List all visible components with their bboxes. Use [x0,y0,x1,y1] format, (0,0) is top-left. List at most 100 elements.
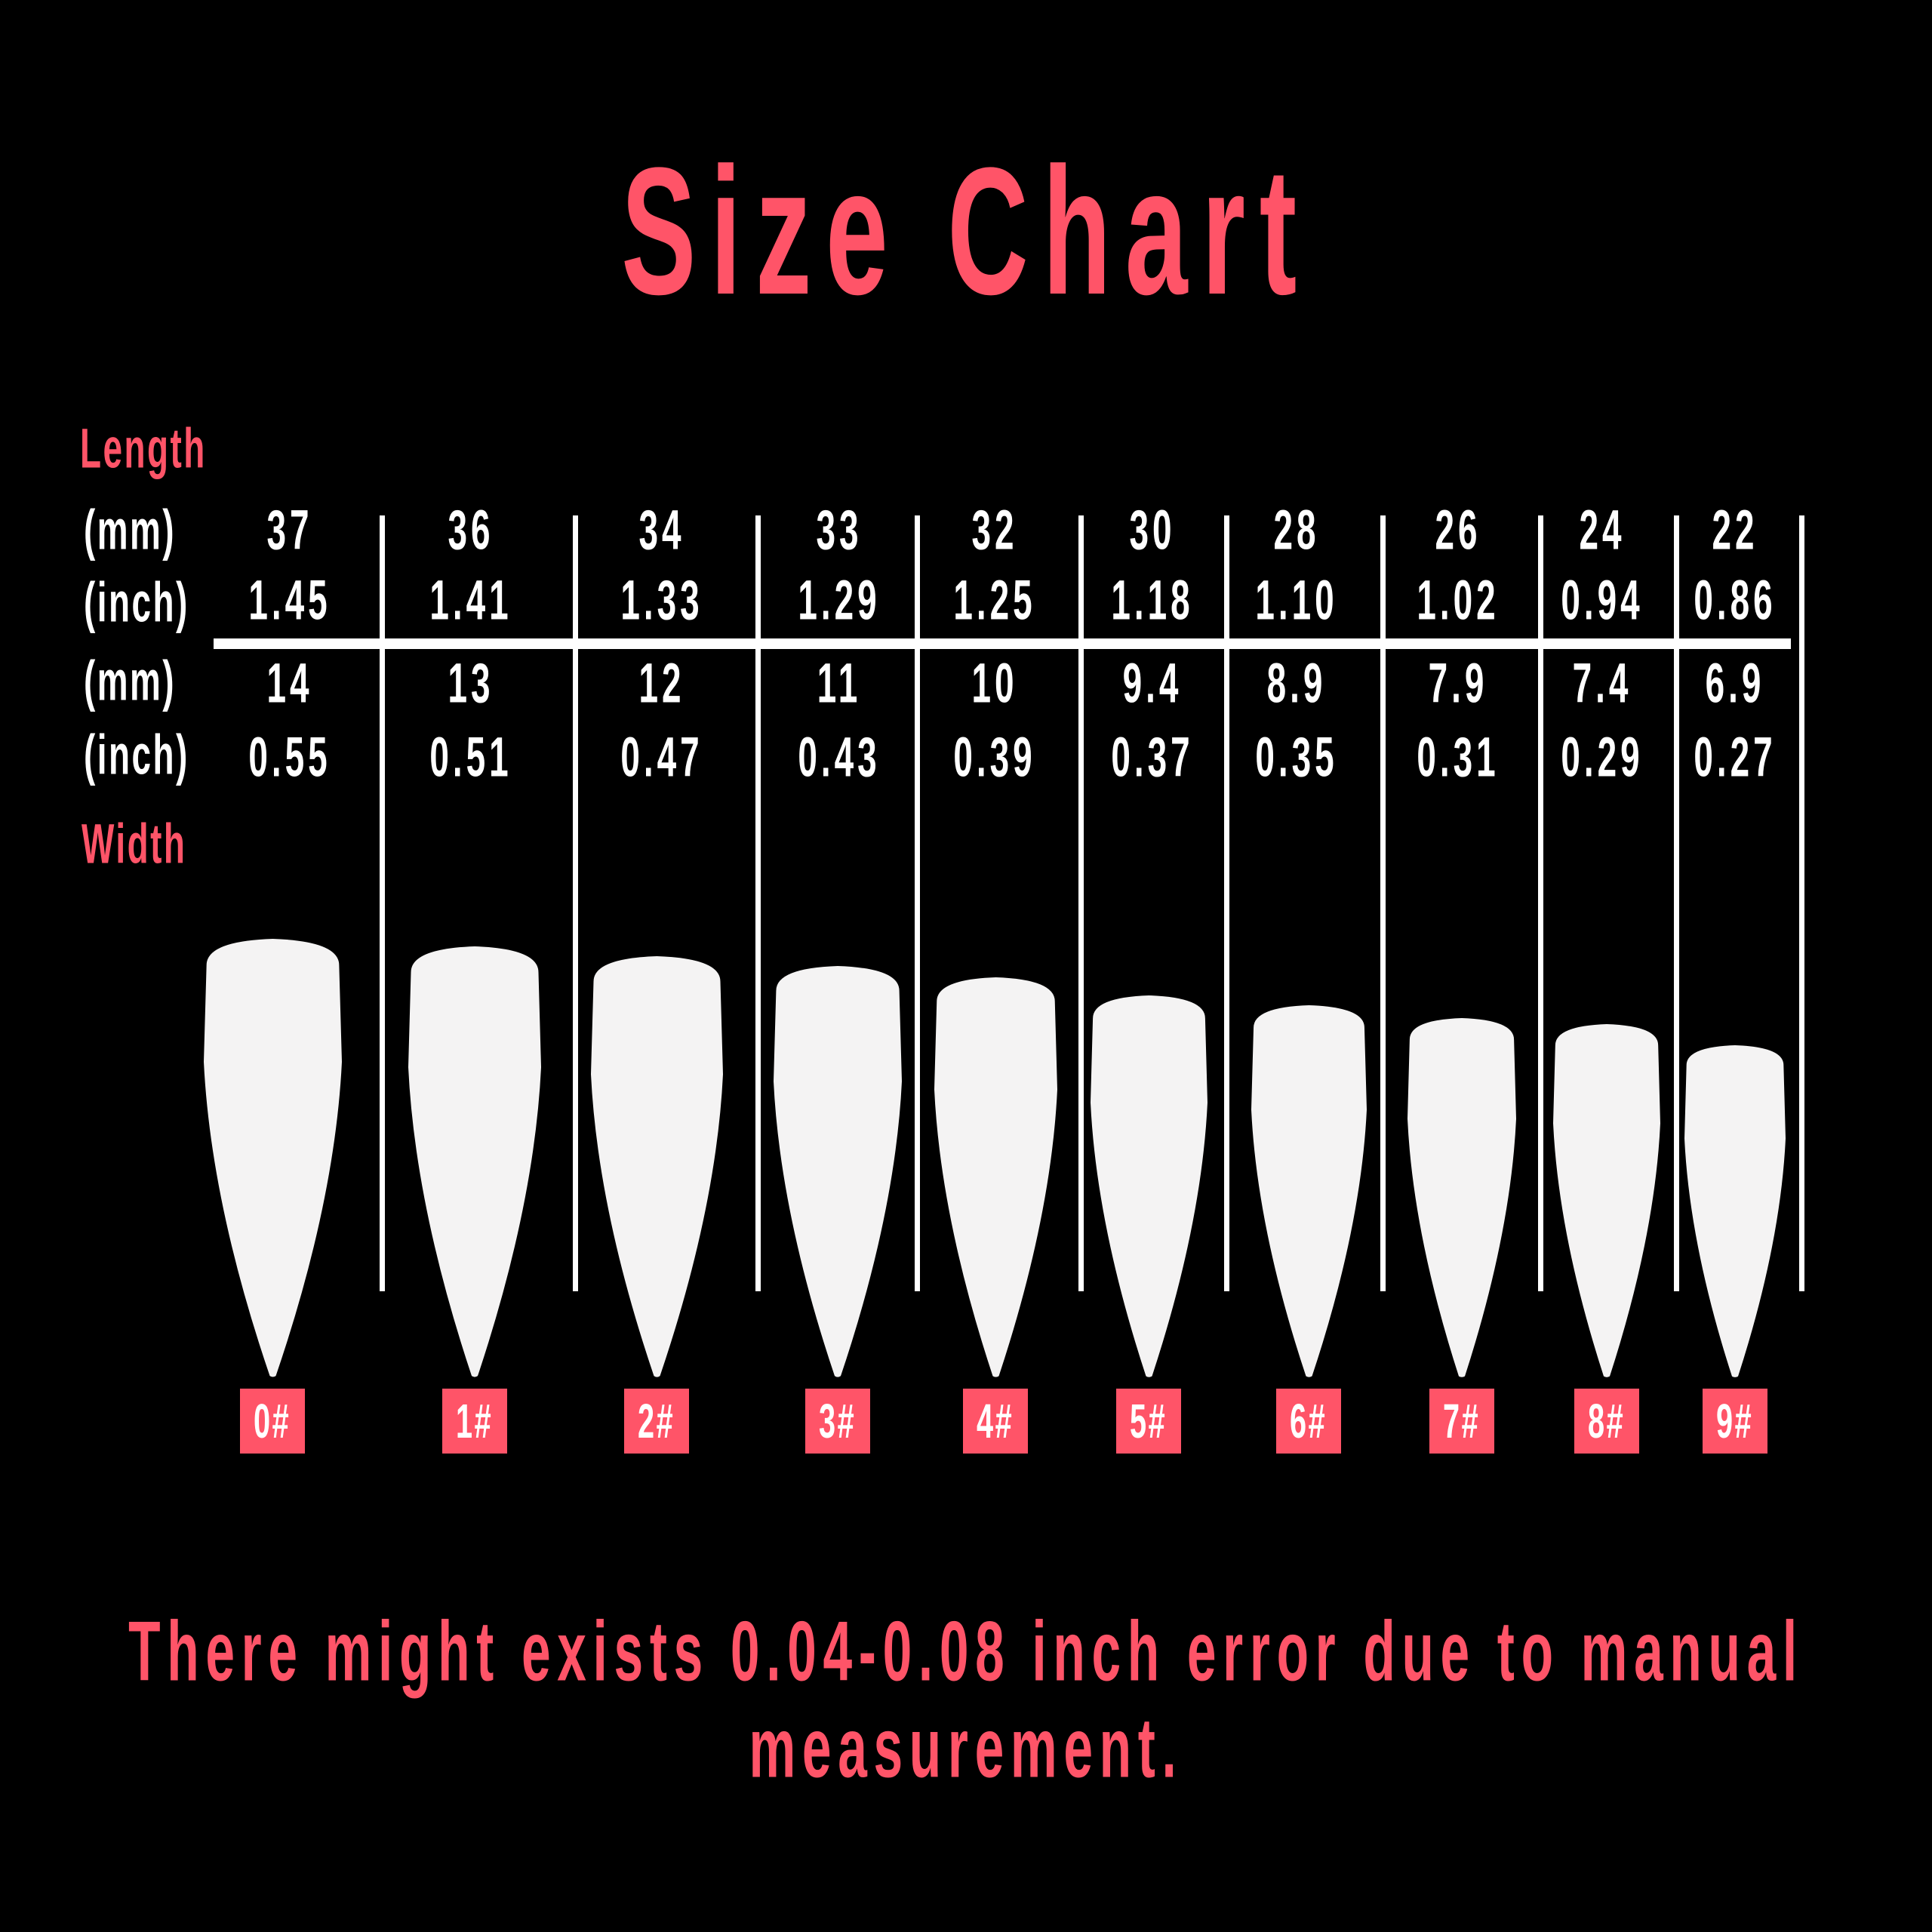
cell-length-inch: 1.10 [1255,568,1338,632]
width-label: Width [82,812,187,875]
cell-length-inch: 1.33 [620,568,703,632]
nail-tip-image [774,966,902,1377]
size-badge: 0# [240,1389,305,1454]
size-badge: 6# [1276,1389,1341,1454]
size-badge-label: 9# [1716,1394,1754,1448]
width-inch-label: (inch) [84,723,189,786]
size-badge-label: 7# [1443,1394,1481,1448]
nail-tip-image [590,956,723,1377]
column-divider [1674,515,1679,1291]
nail-tip-image [1553,1024,1660,1377]
size-badge: 1# [442,1389,507,1454]
size-badge-label: 4# [977,1394,1014,1448]
size-badge: 3# [805,1389,870,1454]
column-divider [755,515,761,1291]
cell-length-mm: 33 [816,498,863,561]
column-divider [380,515,385,1291]
cell-length-inch: 0.94 [1561,568,1644,632]
size-badge-label: 1# [456,1394,494,1448]
cell-width-mm: 11 [817,651,862,715]
page-title: Size Chart [621,130,1311,332]
cell-width-inch: 0.47 [620,725,703,789]
cell-width-mm: 10 [971,651,1018,715]
size-badge: 8# [1574,1389,1639,1454]
nail-shape [1407,1018,1516,1377]
nail-tip-image [1684,1045,1786,1377]
cell-length-inch: 1.02 [1417,568,1500,632]
cell-width-mm: 12 [638,651,685,715]
nail-shape [590,956,723,1377]
size-badge-label: 8# [1588,1394,1626,1448]
cell-width-inch: 0.55 [248,725,331,789]
cell-length-inch: 1.25 [953,568,1036,632]
size-badge-label: 0# [254,1394,291,1448]
length-label: Length [80,417,207,480]
cell-width-inch: 0.43 [798,725,881,789]
cell-width-inch: 0.27 [1694,725,1777,789]
cell-width-mm: 7.4 [1572,651,1632,715]
size-badge: 4# [963,1389,1028,1454]
cell-length-inch: 1.45 [248,568,331,632]
column-divider [1538,515,1543,1291]
size-badge: 5# [1116,1389,1181,1454]
size-badge: 9# [1703,1389,1767,1454]
nail-tip-image [408,946,541,1377]
size-badge-label: 2# [638,1394,675,1448]
column-divider [1799,515,1804,1291]
nail-shape [774,966,902,1377]
cell-length-inch: 1.41 [429,568,512,632]
nail-tip-image [934,977,1057,1377]
nail-tip-image [1251,1005,1367,1377]
disclaimer-line-2: measurement. [749,1700,1183,1795]
cell-width-inch: 0.29 [1561,725,1644,789]
column-divider [1224,515,1229,1291]
cell-width-mm: 9.4 [1122,651,1183,715]
cell-width-mm: 14 [266,651,313,715]
header-divider [214,638,1791,649]
nail-shape [408,946,541,1377]
size-badge-label: 5# [1130,1394,1168,1448]
size-badge-label: 3# [819,1394,857,1448]
cell-width-inch: 0.37 [1111,725,1194,789]
cell-width-mm: 8.9 [1266,651,1327,715]
cell-width-mm: 13 [448,651,494,715]
cell-length-mm: 28 [1273,498,1320,561]
nail-shape [1553,1024,1660,1377]
column-divider [915,515,920,1291]
size-badge: 2# [624,1389,689,1454]
cell-width-inch: 0.31 [1417,725,1500,789]
cell-length-mm: 34 [638,498,685,561]
nail-shape [1090,995,1208,1377]
cell-width-inch: 0.35 [1255,725,1338,789]
size-badge-label: 6# [1290,1394,1327,1448]
cell-length-mm: 30 [1129,498,1176,561]
cell-width-inch: 0.39 [953,725,1036,789]
cell-width-mm: 7.9 [1428,651,1488,715]
nail-shape [1251,1005,1367,1377]
length-mm-label: (mm) [84,498,177,561]
column-divider [1078,515,1084,1291]
column-divider [1380,515,1386,1291]
cell-length-mm: 24 [1579,498,1626,561]
cell-length-inch: 1.29 [798,568,881,632]
nail-shape [1684,1045,1786,1377]
cell-length-mm: 36 [448,498,494,561]
cell-length-mm: 32 [971,498,1018,561]
cell-width-mm: 6.9 [1705,651,1765,715]
nail-tip-image [203,939,342,1377]
length-inch-label: (inch) [84,571,189,634]
disclaimer-line-1: There might exists 0.04-0.08 inch error … [128,1604,1804,1699]
nail-shape [203,939,342,1377]
nail-tip-image [1090,995,1208,1377]
column-divider [573,515,578,1291]
cell-length-mm: 22 [1712,498,1758,561]
width-mm-label: (mm) [84,649,177,712]
size-badge: 7# [1429,1389,1494,1454]
cell-width-inch: 0.51 [429,725,512,789]
nail-shape [934,977,1057,1377]
nail-tip-image [1407,1018,1516,1377]
cell-length-mm: 26 [1435,498,1481,561]
cell-length-inch: 0.86 [1694,568,1777,632]
cell-length-mm: 37 [266,498,313,561]
